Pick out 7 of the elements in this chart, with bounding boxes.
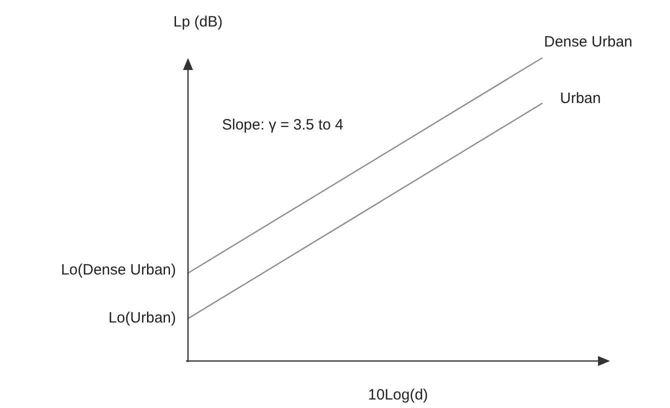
x-axis-title: 10Log(d): [368, 386, 428, 404]
annotation: Lo(Dense Urban): [60, 262, 176, 278]
series-label: Urban: [560, 90, 601, 107]
annotation: Slope: γ = 3.5 to 4: [222, 116, 344, 134]
series-label: Dense Urban: [544, 34, 632, 50]
y-axis-title: Lp (dB): [173, 14, 223, 30]
annotation: Lo(Urban): [108, 310, 176, 326]
